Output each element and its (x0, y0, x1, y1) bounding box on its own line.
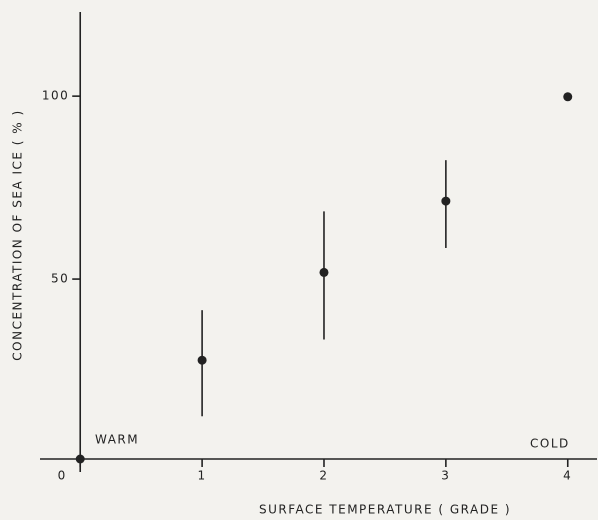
point (75, 454, 85, 464)
point (563, 92, 573, 102)
annotation: WARM (95, 433, 139, 447)
y-tick-label: 50 (51, 272, 69, 286)
y-axis-label: CONCENTRATION OF SEA ICE ( % ) (11, 109, 25, 360)
point (319, 267, 329, 277)
x-tick-label: 0 (58, 469, 67, 483)
x-tick-label: 1 (198, 469, 207, 483)
x-axis-label: SURFACE TEMPERATURE ( GRADE ) (259, 503, 511, 517)
x-tick-label: 3 (441, 469, 450, 483)
point (197, 355, 207, 365)
y-tick-label: 100 (42, 89, 69, 103)
annotation: COLD (530, 437, 570, 451)
x-tick-label: 2 (319, 469, 328, 483)
point (441, 196, 451, 206)
x-tick-label: 4 (563, 469, 572, 483)
